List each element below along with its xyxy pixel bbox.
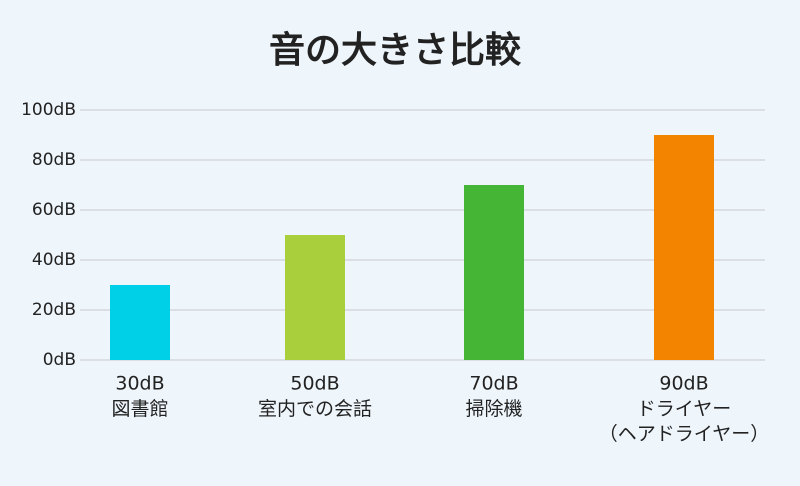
value-label: 70dB — [469, 373, 518, 395]
y-tick-label: 80dB — [32, 150, 76, 170]
chart-title: 音の大きさ比較 — [269, 30, 522, 71]
y-tick-label: 0dB — [43, 350, 76, 370]
bar — [285, 235, 345, 360]
y-tick-label: 60dB — [32, 200, 76, 220]
bar — [654, 135, 714, 360]
x-tick-label: 掃除機 — [465, 398, 523, 420]
x-tick-label: ドライヤー （ヘアドライヤー） — [598, 398, 770, 445]
x-tick-label: 室内での会話 — [257, 398, 372, 420]
y-tick-label: 40dB — [32, 250, 76, 270]
value-label: 50dB — [290, 373, 339, 395]
bar — [110, 285, 170, 360]
value-label: 90dB — [659, 373, 708, 395]
y-tick-label: 20dB — [32, 300, 76, 320]
bar — [464, 185, 524, 360]
value-label: 30dB — [115, 373, 164, 395]
y-tick-label: 100dB — [21, 100, 76, 120]
x-tick-label: 図書館 — [111, 398, 169, 420]
